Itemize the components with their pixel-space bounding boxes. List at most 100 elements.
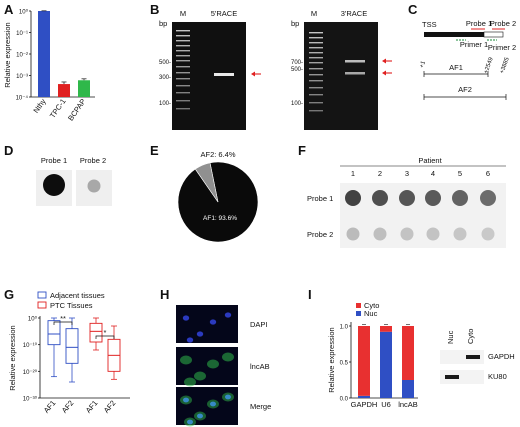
merge-blue (225, 394, 231, 400)
pos-3885: +3885 (499, 56, 511, 75)
y-tick-label: 0.5 (340, 361, 349, 367)
ladder-band (309, 32, 323, 34)
gel-5race (172, 22, 246, 130)
micro-dapi (176, 305, 238, 343)
exon-black (424, 32, 484, 37)
legend-nuc: Nuc (364, 309, 378, 318)
ladder-band (309, 37, 323, 39)
ladder-band (176, 60, 190, 62)
nucleus (196, 331, 204, 337)
merge-blue (183, 397, 189, 403)
ladder-band (176, 100, 190, 102)
cytoplasm-signal (222, 352, 234, 362)
patient-number: 6 (486, 169, 490, 178)
x-tick-label: Nthy (31, 97, 47, 115)
ladder-band (309, 62, 323, 64)
row-label-probe2: Probe 2 (307, 230, 333, 239)
panel-f: F Patient 1 2 3 4 5 6 Probe 1 Probe 2 (298, 143, 506, 248)
panel-label-g: G (4, 287, 14, 302)
primer1-label: Primer 1 (460, 40, 488, 49)
y-tick-label: 10⁻²⁰ (23, 369, 38, 376)
box (89, 322, 103, 343)
y-tick-label: 10⁻¹ (16, 31, 28, 37)
blot-strip-gapdh (440, 350, 484, 364)
dot-probe1 (452, 190, 468, 206)
dot-probe2 (481, 227, 495, 241)
bar-nuc-u6 (380, 331, 392, 398)
patient-number: 5 (458, 169, 462, 178)
row-label-merge: Merge (250, 402, 271, 411)
blot-row-gapdh: GAPDH (488, 352, 515, 361)
panel-d: D Probe 1 Probe 2 (4, 143, 112, 206)
ladder-mark-left: 500- (159, 60, 171, 66)
blot-strip-ku80 (440, 370, 484, 384)
marker-label-right: M (311, 9, 317, 18)
cytoplasm-signal (180, 355, 192, 365)
dot-probe1 (345, 190, 361, 206)
ladder-band (176, 30, 190, 32)
dot-probe2 (346, 227, 360, 241)
nucleus (186, 337, 194, 343)
exon-open (483, 31, 504, 38)
arrow-head (251, 71, 255, 77)
primer2-label: Primer 2 (488, 43, 516, 52)
bar-bcpap (78, 80, 90, 97)
blot-row-ku80: KU80 (488, 372, 507, 381)
pos-2549: +2549 (483, 56, 495, 75)
panel-b: Bbp bpM 5'RACE M 3'RACE500-300-100-700-500-1… (150, 2, 392, 130)
patient-number: 2 (378, 169, 382, 178)
band-gapdh-cyto (466, 355, 480, 359)
af1-label: AF1 (449, 63, 463, 72)
row-label-lncab: lncAB (250, 362, 270, 371)
ladder-band (309, 87, 323, 89)
y-tick-label: 0.0 (340, 397, 349, 403)
nucleus (224, 312, 232, 318)
bar-nuc-lncab (402, 380, 414, 398)
bp-label-left: bp (159, 19, 167, 28)
ladder-band (176, 66, 190, 68)
pie-slice-af2 (194, 162, 219, 203)
x-tick-label: lncAB (398, 400, 418, 409)
panel-label-e: E (150, 143, 159, 158)
lane-label-5race: 5'RACE (211, 9, 237, 18)
ladder-band (176, 78, 190, 80)
pie-label-af1: AF1: 93.6% (203, 215, 237, 222)
dot-probe1 (43, 174, 65, 196)
patient-number: 3 (405, 169, 409, 178)
ladder-band (176, 40, 190, 42)
panel-label-h: H (160, 287, 169, 302)
blot-col-cyto: Cyto (466, 329, 475, 344)
legend-swatch-cyto (356, 303, 361, 308)
ladder-band (176, 72, 190, 74)
x-tick-label: U6 (381, 400, 391, 409)
x-tick-label: GAPDH (351, 400, 378, 409)
blot-col-nuc: Nuc (446, 330, 455, 344)
merge-blue (197, 413, 203, 419)
panel-e: E AF1: 93.6% AF2: 6.4% (150, 143, 259, 243)
race3-band-lower (345, 72, 365, 75)
x-tick-label: AF2 (102, 399, 118, 415)
ladder-band (309, 94, 323, 96)
y-tick-label: 1.0 (340, 325, 349, 331)
dot-probe1 (480, 190, 496, 206)
ladder-band (176, 85, 190, 87)
y-tick-label: 10⁰ (19, 9, 29, 16)
dot-probe1 (425, 190, 441, 206)
panel-g: G 10⁰ 10⁻¹⁰ 10⁻²⁰ 10⁻³⁰ Relative expression Ad… (4, 287, 130, 415)
ladder-band (309, 42, 323, 44)
ladder-band (309, 68, 323, 70)
dot-probe2 (400, 227, 414, 241)
panel-label-c: C (408, 2, 418, 17)
cytoplasm-signal (194, 371, 206, 381)
legend-cyto: Cyto (364, 301, 379, 310)
probe1-label: Probe 1 (41, 156, 67, 165)
ladder-band (309, 102, 323, 104)
ladder-mark-right: 500- (291, 67, 303, 73)
ladder-band (309, 80, 323, 82)
x-tick-label: AF1 (84, 399, 100, 415)
blot-membrane (340, 183, 506, 248)
dot-probe2 (453, 227, 467, 241)
panel-label-f: F (298, 143, 306, 158)
legend-adjacent: Adjacent tissues (50, 291, 105, 300)
